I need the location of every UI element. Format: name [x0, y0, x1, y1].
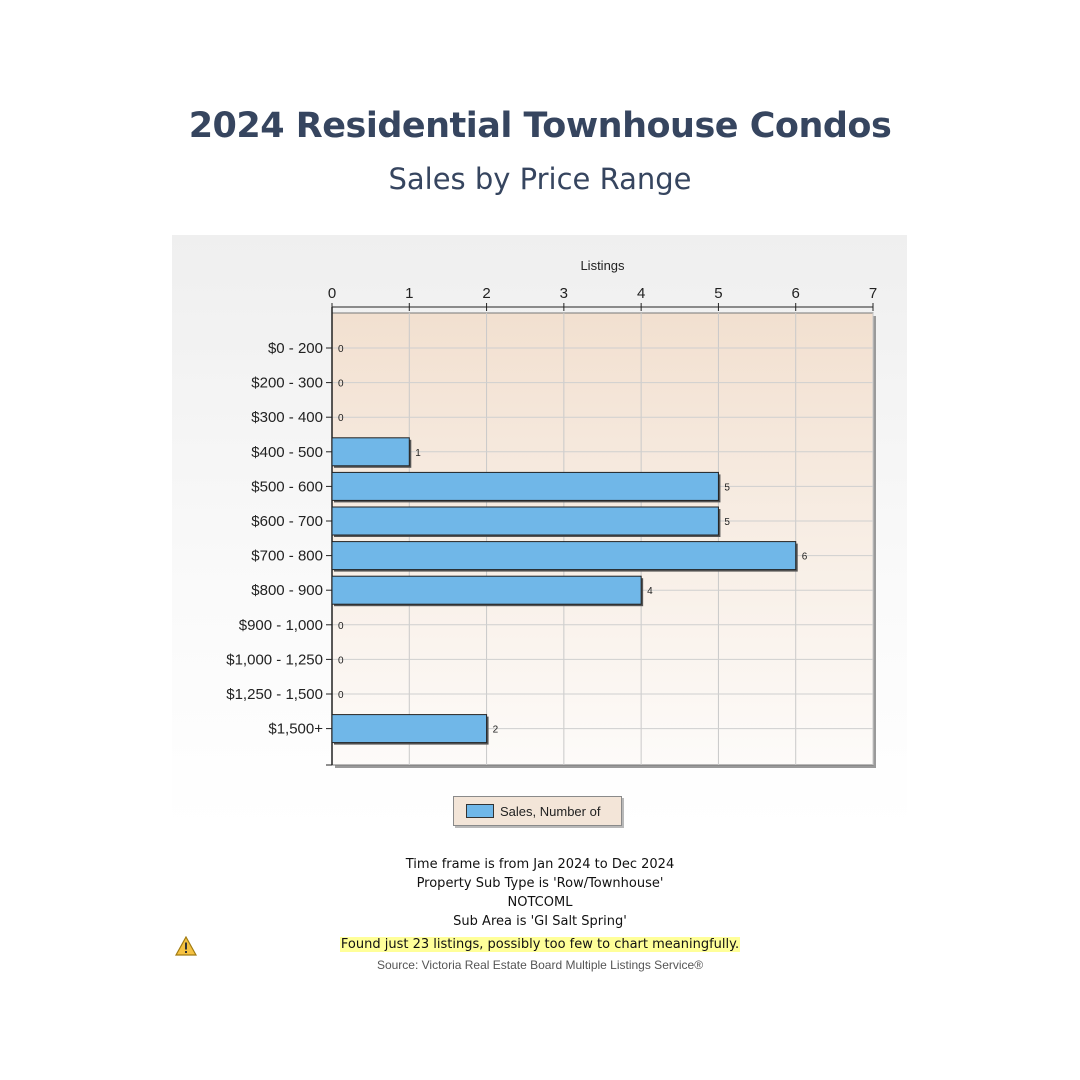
data-label: 0	[338, 655, 344, 666]
x-tick-label: 5	[714, 285, 722, 302]
property-type-note: Property Sub Type is 'Row/Townhouse'	[416, 876, 664, 891]
data-label: 4	[647, 586, 653, 597]
code-note: NOTCOML	[507, 895, 573, 910]
x-tick-label: 1	[405, 285, 413, 302]
x-axis-title: Listings	[580, 258, 625, 273]
x-tick-label: 0	[328, 285, 336, 302]
category-label: $1,000 - 1,250	[226, 651, 323, 668]
warning-line: Found just 23 listings, possibly too few…	[0, 937, 1080, 952]
chart-panel: 0 1 2 3 4 5 6 7 Listings $0 - 200 $200 - 300 $300 -…	[172, 235, 907, 830]
category-label: $1,250 - 1,500	[226, 686, 323, 703]
bar	[331, 506, 719, 536]
data-label: 0	[338, 690, 344, 701]
timeframe-note: Time frame is from Jan 2024 to Dec 2024	[405, 857, 675, 872]
warning-triangle-icon	[175, 936, 197, 956]
bar	[331, 541, 797, 571]
bar	[331, 471, 719, 501]
chart-legend: Sales, Number of	[453, 796, 622, 826]
bar	[331, 714, 488, 744]
bar	[331, 437, 410, 467]
page-title: 2024 Residential Townhouse Condos	[188, 106, 892, 146]
data-label: 1	[415, 448, 421, 459]
category-label: $0 - 200	[268, 340, 323, 357]
x-tick-label: 7	[869, 285, 877, 302]
data-label: 0	[338, 413, 344, 424]
page-subtitle: Sales by Price Range	[388, 162, 692, 196]
category-label: $700 - 800	[251, 548, 323, 565]
x-tick-label: 2	[482, 285, 490, 302]
data-label: 2	[493, 725, 499, 736]
x-tick-label: 4	[637, 285, 645, 302]
warning-text: Found just 23 listings, possibly too few…	[339, 937, 741, 952]
data-label: 5	[724, 517, 730, 528]
bar	[331, 575, 642, 605]
category-label: $400 - 500	[251, 444, 323, 461]
data-label: 0	[338, 344, 344, 355]
sub-area-note: Sub Area is 'GI Salt Spring'	[453, 914, 627, 929]
legend-swatch	[466, 804, 494, 818]
category-label: $1,500+	[268, 721, 323, 738]
category-label: $300 - 400	[251, 409, 323, 426]
x-tick-label: 3	[560, 285, 568, 302]
category-label: $600 - 700	[251, 513, 323, 530]
data-label: 0	[338, 621, 344, 632]
bar-chart: 0 1 2 3 4 5 6 7 Listings $0 - 200 $200 - 300 $300 -…	[226, 258, 877, 768]
data-label: 6	[802, 552, 808, 563]
category-label: $800 - 900	[251, 582, 323, 599]
category-label: $900 - 1,000	[239, 617, 323, 634]
plot-area	[331, 312, 874, 766]
data-label: 5	[724, 482, 730, 493]
chart-notes: Time frame is from Jan 2024 to Dec 2024 …	[0, 855, 1080, 931]
category-label: $500 - 600	[251, 478, 323, 495]
legend-label: Sales, Number of	[500, 803, 601, 819]
source-credit: Source: Victoria Real Estate Board Multi…	[376, 958, 704, 972]
data-label: 0	[338, 379, 344, 390]
x-tick-label: 6	[792, 285, 800, 302]
category-label: $200 - 300	[251, 375, 323, 392]
